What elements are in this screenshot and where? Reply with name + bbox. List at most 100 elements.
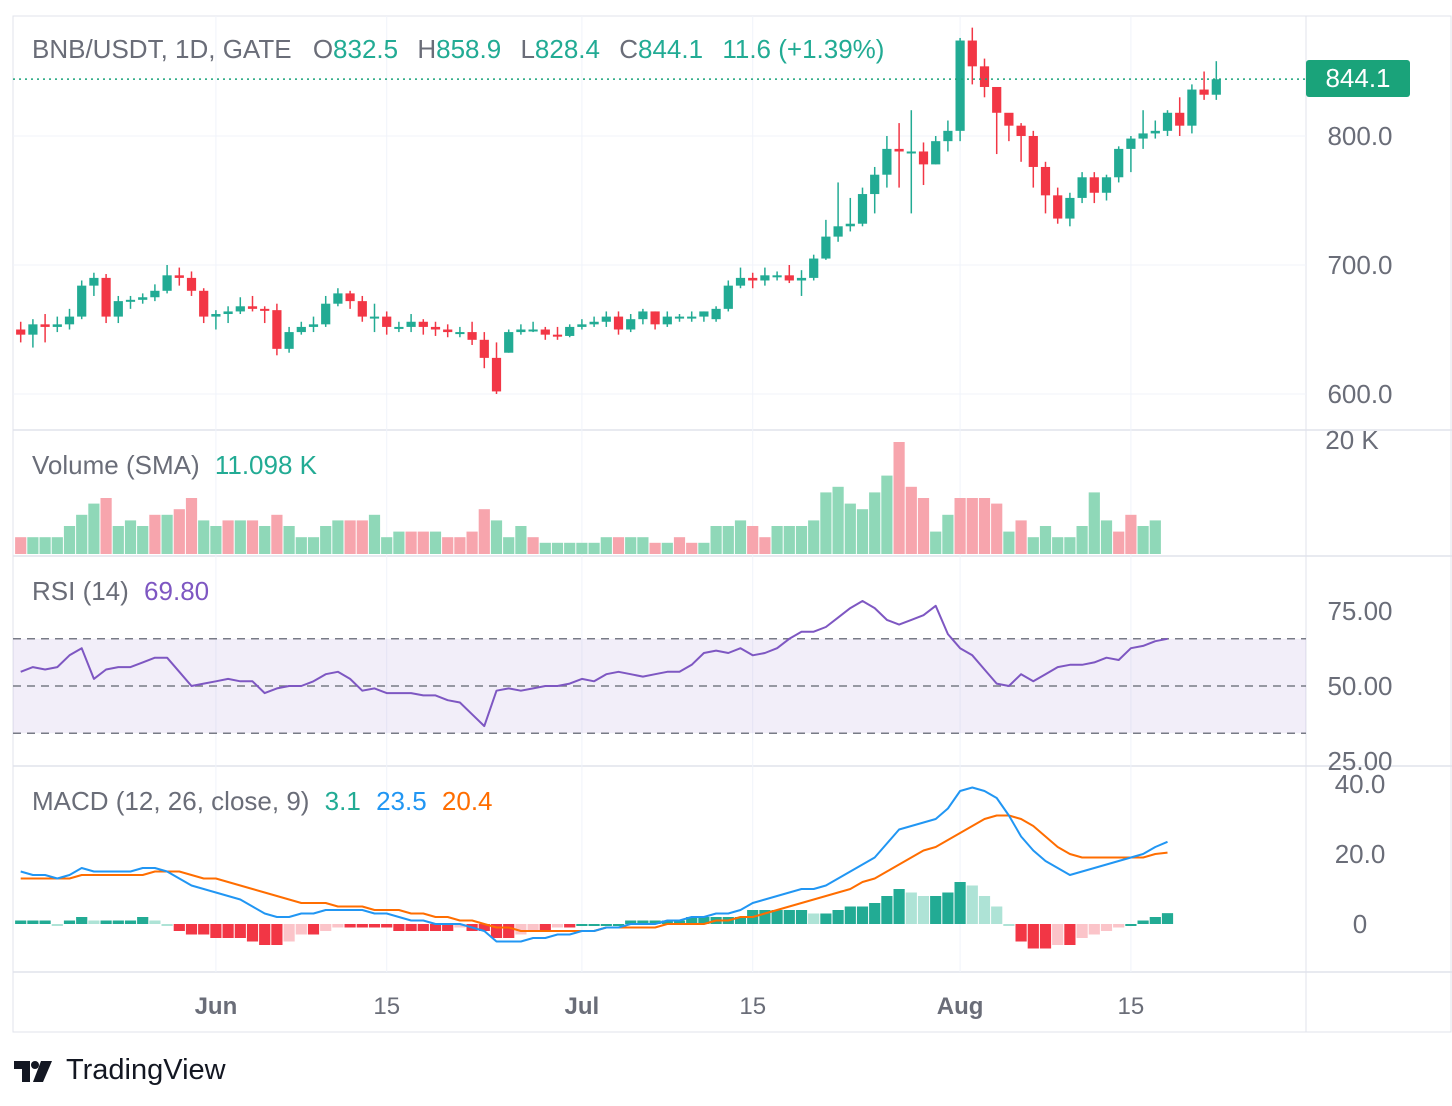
candle-body bbox=[467, 332, 477, 340]
macd-histogram-bar bbox=[405, 924, 417, 931]
macd-line bbox=[20, 786, 1168, 943]
volume-bar bbox=[991, 503, 1003, 554]
candle-body bbox=[1101, 177, 1112, 193]
volume-bar bbox=[881, 475, 893, 554]
macd-histogram-bar bbox=[307, 924, 320, 935]
volume-bar bbox=[686, 542, 698, 554]
volume-bar bbox=[368, 514, 381, 554]
macd-histogram-bar bbox=[905, 892, 917, 924]
macd-histogram-bar bbox=[734, 917, 747, 924]
candle-body bbox=[589, 321, 599, 325]
candle-body bbox=[577, 324, 587, 327]
volume-bar bbox=[478, 509, 490, 554]
macd-histogram-bar bbox=[1088, 924, 1100, 935]
candle-body bbox=[552, 334, 563, 337]
candle-body bbox=[443, 329, 453, 333]
candle-body bbox=[821, 236, 831, 259]
volume-bar bbox=[1125, 514, 1137, 554]
macd-histogram-bar bbox=[1161, 913, 1174, 924]
macd-histogram-bar bbox=[551, 924, 564, 928]
candle-body bbox=[955, 40, 965, 131]
candle-body bbox=[516, 329, 526, 333]
volume-bar bbox=[930, 531, 942, 554]
macd-histogram-bar bbox=[832, 910, 844, 924]
volume-bar bbox=[978, 498, 991, 554]
macd-histogram-bar bbox=[808, 913, 820, 924]
candle-body bbox=[162, 275, 172, 291]
macd-histogram-bar bbox=[503, 924, 515, 938]
change-value: 11.6 (+1.39%) bbox=[722, 34, 884, 64]
volume-bar bbox=[954, 498, 966, 554]
candle-body bbox=[809, 258, 819, 278]
volume-bar bbox=[405, 531, 417, 554]
volume-bar bbox=[15, 537, 27, 554]
candle-body bbox=[394, 326, 404, 329]
macd-histogram-bar bbox=[149, 920, 161, 924]
macd-histogram-bar bbox=[429, 924, 442, 931]
macd-histogram-bar bbox=[15, 920, 27, 924]
volume-bar bbox=[661, 542, 673, 554]
candle-body bbox=[1053, 195, 1063, 219]
macd-histogram-bar bbox=[576, 924, 588, 926]
macd-histogram-bar bbox=[27, 920, 39, 924]
candle-body bbox=[125, 299, 136, 302]
candle-body bbox=[77, 285, 87, 317]
macd-tick-label: 0 bbox=[1353, 909, 1367, 939]
macd-histogram-bar bbox=[137, 917, 149, 924]
rsi-line bbox=[20, 600, 1168, 728]
rsi-tick-label: 50.00 bbox=[1327, 671, 1392, 701]
macd-pane[interactable] bbox=[15, 786, 1174, 949]
candle-body bbox=[1077, 177, 1087, 198]
volume-bar bbox=[759, 537, 771, 554]
volume-bar bbox=[442, 537, 454, 554]
macd-histogram-bar bbox=[649, 920, 661, 924]
macd-histogram-bar bbox=[124, 920, 137, 924]
volume-pane[interactable] bbox=[15, 442, 1161, 554]
candle-body bbox=[272, 310, 282, 349]
macd-histogram-bar bbox=[1003, 924, 1015, 926]
volume-bar bbox=[905, 486, 917, 554]
macd-histogram-bar bbox=[490, 924, 503, 938]
volume-bar bbox=[76, 514, 88, 554]
candle-body bbox=[772, 275, 782, 278]
candle-body bbox=[186, 277, 197, 291]
rsi-pane[interactable] bbox=[13, 600, 1306, 734]
candle-body bbox=[235, 306, 245, 312]
volume-bar bbox=[173, 509, 185, 554]
open-label: O bbox=[313, 34, 333, 64]
candle-body bbox=[418, 321, 428, 327]
tradingview-wordmark: TradingView bbox=[66, 1054, 226, 1086]
volume-bar bbox=[210, 526, 222, 554]
candle-body bbox=[101, 277, 111, 317]
volume-bar bbox=[539, 542, 551, 554]
candle-body bbox=[784, 275, 794, 281]
candle-body bbox=[882, 148, 892, 175]
tradingview-brand[interactable]: TradingView bbox=[14, 1054, 226, 1087]
macd-histogram-bar bbox=[637, 920, 649, 924]
candle-body bbox=[1016, 125, 1026, 136]
macd-histogram-bar bbox=[930, 896, 942, 924]
chart-frame bbox=[12, 15, 1452, 1033]
price-pane[interactable] bbox=[13, 27, 1306, 394]
volume-bar bbox=[600, 537, 612, 554]
candle-body bbox=[1211, 79, 1221, 95]
volume-bar bbox=[429, 531, 442, 554]
candle-body bbox=[1150, 130, 1160, 134]
volume-bar bbox=[893, 442, 905, 554]
price-tick-label: 700.0 bbox=[1327, 250, 1392, 280]
volume-bar bbox=[966, 498, 978, 554]
volume-bar bbox=[673, 537, 686, 554]
candle-body bbox=[308, 324, 319, 327]
volume-bar bbox=[1039, 526, 1052, 554]
candle-body bbox=[150, 290, 160, 298]
candle-body bbox=[723, 285, 733, 309]
macd-histogram-bar bbox=[356, 924, 368, 928]
volume-bar bbox=[832, 486, 844, 554]
volume-bar bbox=[466, 531, 478, 554]
macd-histogram-bar bbox=[600, 924, 612, 926]
candle-body bbox=[382, 316, 392, 327]
candle-body bbox=[1187, 89, 1197, 126]
macd-histogram-bar bbox=[881, 896, 893, 924]
candle-body bbox=[845, 223, 855, 227]
volume-bar bbox=[124, 520, 137, 554]
